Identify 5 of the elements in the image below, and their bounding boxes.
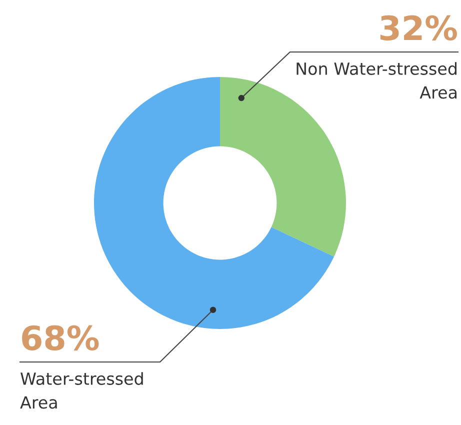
donut-slice: [220, 77, 346, 257]
data-label: 68%: [22, 325, 99, 350]
slice-label: Water-stressed Area: [20, 372, 143, 409]
slice-label: Non Water-stressed Area: [296, 62, 456, 99]
data-label: 32%: [380, 15, 457, 40]
